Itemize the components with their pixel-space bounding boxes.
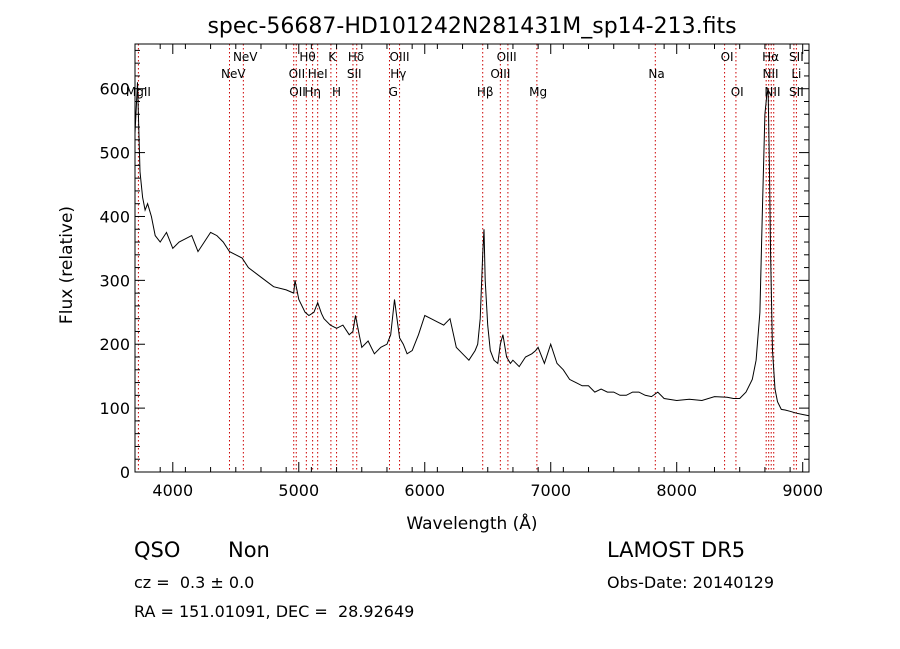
object-class: QSO (134, 538, 181, 562)
line-label-11: SII (347, 67, 362, 81)
x-tick-label: 9000 (782, 481, 823, 500)
line-label-6: Hη (304, 85, 321, 99)
line-label-3: OII (289, 67, 306, 81)
line-label-26: Li (791, 67, 801, 81)
line-label-19: Na (648, 67, 664, 81)
line-label-22: Hα (762, 50, 779, 64)
line-label-1: NeV (221, 67, 246, 81)
x-tick-label: 7000 (530, 481, 571, 500)
line-marks-layer (137, 44, 797, 472)
plot-frame (134, 43, 810, 473)
line-label-12: OIII (390, 50, 410, 64)
line-label-13: Hγ (390, 67, 406, 81)
y-tick-label: 500 (99, 144, 130, 163)
x-tick-label: 4000 (152, 481, 193, 500)
x-tick-label: 8000 (656, 481, 697, 500)
line-label-20: OI (721, 50, 734, 64)
y-tick-label: 300 (99, 271, 130, 290)
line-label-7: HeI (308, 67, 328, 81)
line-label-10: Hδ (348, 50, 364, 64)
survey-name: LAMOST DR5 (607, 538, 746, 562)
line-label-27: SII (789, 85, 804, 99)
y-tick-label: 0 (120, 463, 130, 482)
x-axis-label: Wavelength (Å) (406, 512, 537, 534)
object-subclass: Non (228, 538, 270, 562)
line-label-9: H (332, 85, 341, 99)
chart-title: spec-56687-HD101242N281431M_sp14-213.fit… (207, 14, 736, 39)
line-label-15: Hβ (477, 85, 494, 99)
line-label-14: G (389, 85, 398, 99)
coordinates-readout: RA = 151.01091, DEC = 28.92649 (134, 602, 415, 621)
line-label-5: Hθ (299, 50, 315, 64)
line-label-4: OII (289, 85, 306, 99)
y-tick-label: 600 (99, 80, 130, 99)
y-axis-label: Flux (relative) (57, 206, 77, 324)
x-tick-label: 5000 (278, 481, 319, 500)
line-label-24: NII (764, 85, 780, 99)
line-label-25: SII (789, 50, 804, 64)
y-tick-label: 400 (99, 207, 130, 226)
line-label-16: OIII (497, 50, 517, 64)
line-label-18: Mg (529, 85, 547, 99)
y-tick-label: 200 (99, 335, 130, 354)
spectrum-line (134, 82, 810, 417)
line-label-17: OIII (490, 67, 510, 81)
y-tick-label: 100 (99, 399, 130, 418)
x-tick-label: 6000 (404, 481, 445, 500)
observation-date: Obs-Date: 20140129 (607, 573, 775, 592)
line-label-2: NeV (233, 50, 258, 64)
redshift-readout: cz = 0.3 ± 0.0 (134, 573, 255, 592)
line-label-21: OI (731, 85, 744, 99)
line-label-0: MgII (126, 85, 151, 99)
axis-ticks-layer: 4000 5000 6000 7000 8000 9000 0 100 200 300 400 500… (99, 44, 823, 500)
line-label-8: K (328, 50, 337, 64)
line-label-23: NII (763, 67, 779, 81)
